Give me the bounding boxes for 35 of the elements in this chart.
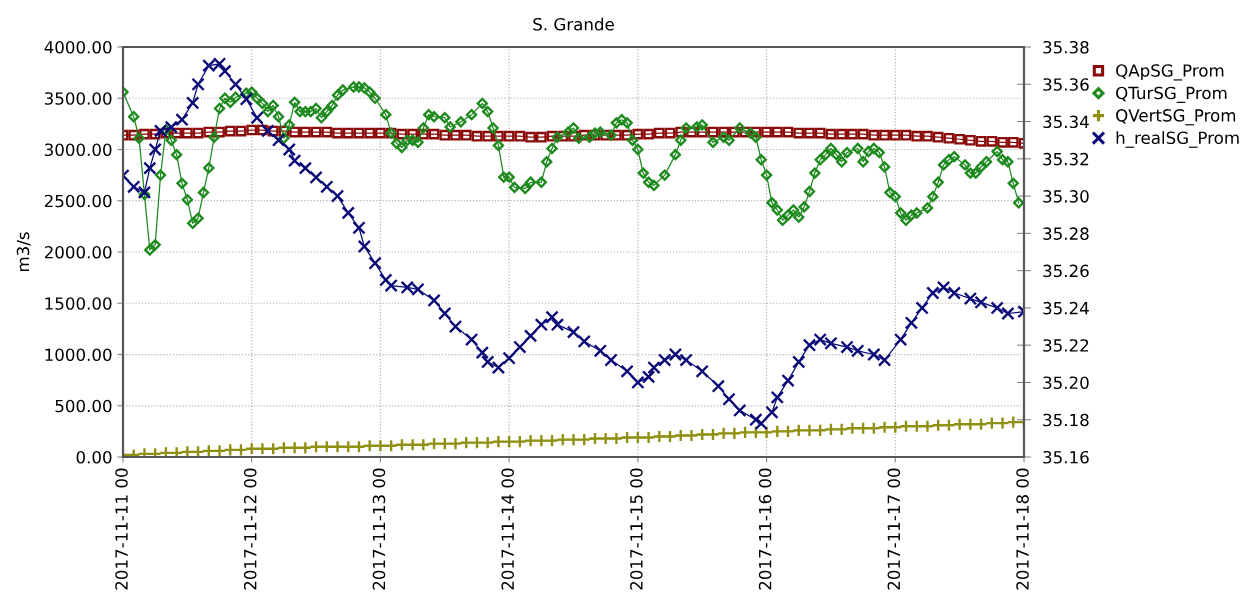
y2-tick-label: 35.34: [1043, 115, 1089, 129]
y2-tick-label: 35.16: [1043, 450, 1089, 464]
x-tick-label: 2017-11-16 00: [758, 468, 772, 590]
y2-tick-label: 35.28: [1043, 227, 1089, 240]
y-tick-label: 2500.00: [44, 194, 112, 208]
legend-label: QTurSG_Prom: [1116, 86, 1227, 103]
legend-label: QApSG_Prom: [1116, 64, 1224, 81]
y2-tick-label: 35.22: [1043, 339, 1089, 352]
legend-label: h_realSG_Prom: [1116, 131, 1239, 148]
y2-tick-label: 35.36: [1043, 78, 1089, 91]
y-tick-label: 3500.00: [44, 92, 112, 105]
legend-label: QVertSG_Prom: [1116, 109, 1236, 126]
chart-title: S. Grande: [533, 17, 614, 31]
x-tick-label: 2017-11-13 00: [372, 468, 386, 590]
y-tick-label: 0.00: [76, 450, 112, 464]
y2-tick-label: 35.32: [1043, 152, 1089, 166]
y-tick-label: 2000.00: [44, 245, 112, 259]
y-tick-label: 3000.00: [44, 143, 112, 157]
x-tick-label: 2017-11-18 00: [1016, 468, 1029, 590]
y-tick-label: 4000.00: [44, 40, 112, 54]
x-tick-label: 2017-11-14 00: [501, 468, 514, 590]
y-tick-label: 1500.00: [45, 297, 112, 310]
y2-tick-label: 35.24: [1043, 301, 1089, 315]
y2-tick-label: 35.30: [1043, 190, 1089, 203]
y-tick-label: 500.00: [55, 399, 112, 413]
y2-tick-label: 35.20: [1043, 376, 1089, 390]
y-axis-title: m3/s: [16, 232, 31, 272]
x-tick-label: 2017-11-17 00: [887, 468, 901, 590]
y-tick-label: 1000.00: [45, 348, 112, 362]
y2-tick-label: 35.26: [1043, 264, 1089, 278]
y2-tick-label: 35.18: [1043, 413, 1089, 427]
x-tick-label: 2017-11-12 00: [243, 468, 257, 590]
x-tick-label: 2017-11-11 00: [115, 468, 128, 590]
x-tick-label: 2017-11-15 00: [630, 468, 643, 590]
y2-tick-label: 35.38: [1043, 40, 1089, 54]
